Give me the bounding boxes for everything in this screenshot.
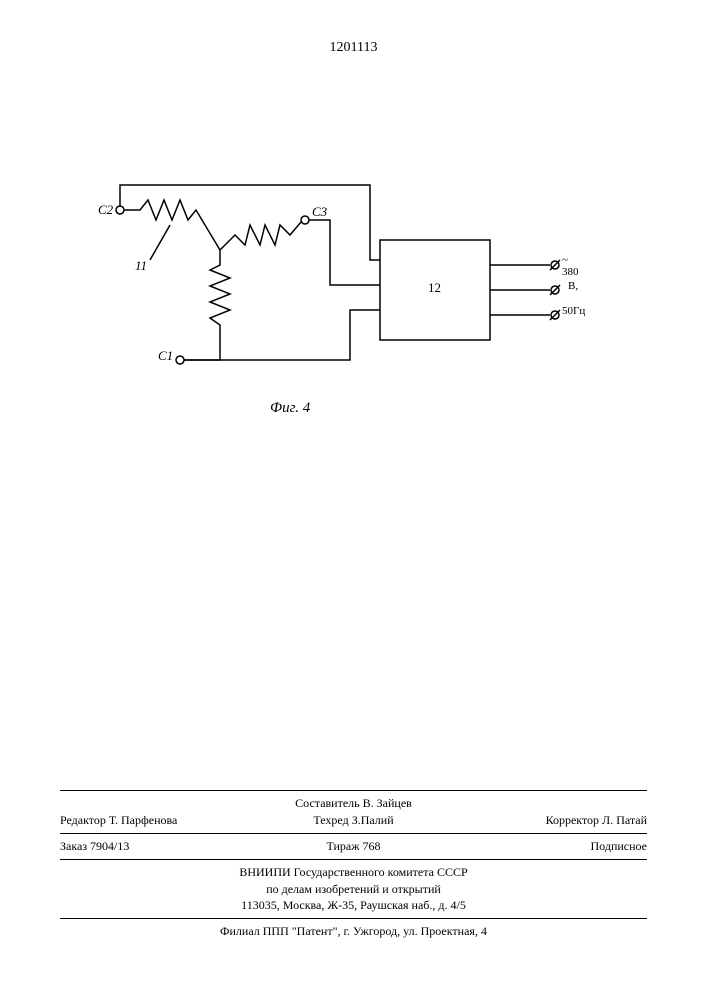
output-voltage-label: ~ 380 <box>562 254 580 278</box>
figure-caption: Фиг. 4 <box>270 400 310 417</box>
addr1-line: 113035, Москва, Ж-35, Раушская наб., д. … <box>60 897 647 914</box>
page-number: 1201113 <box>0 40 707 56</box>
ref-11-label: 11 <box>135 258 147 274</box>
compiler-line: Составитель В. Зайцев <box>60 795 647 812</box>
corrector-line: Корректор Л. Патай <box>451 812 647 829</box>
tirage-line: Тираж 768 <box>256 838 452 855</box>
terminal-c2-label: С2 <box>98 202 113 218</box>
output-freq-label: 50Гц <box>562 305 585 317</box>
org1-line: ВНИИПИ Государственного комитета СССР <box>60 864 647 881</box>
order-line: Заказ 7904/13 <box>60 838 256 855</box>
ref-12-label: 12 <box>428 280 441 296</box>
subscription-line: Подписное <box>451 838 647 855</box>
circuit-diagram: С2 С3 С1 11 12 ~ 380 В, 50Гц <box>100 170 580 400</box>
terminal-c3-label: С3 <box>312 204 327 220</box>
colophon-block: Составитель В. Зайцев Редактор Т. Парфен… <box>60 786 647 940</box>
output-unit-label: В, <box>568 280 578 292</box>
editor-line: Редактор Т. Парфенова <box>60 812 256 829</box>
org2-line: по делам изобретений и открытий <box>60 881 647 898</box>
branch-line: Филиал ППП "Патент", г. Ужгород, ул. Про… <box>60 923 647 940</box>
techred-line: Техред З.Палий <box>256 812 452 829</box>
terminal-c1-label: С1 <box>158 348 173 364</box>
